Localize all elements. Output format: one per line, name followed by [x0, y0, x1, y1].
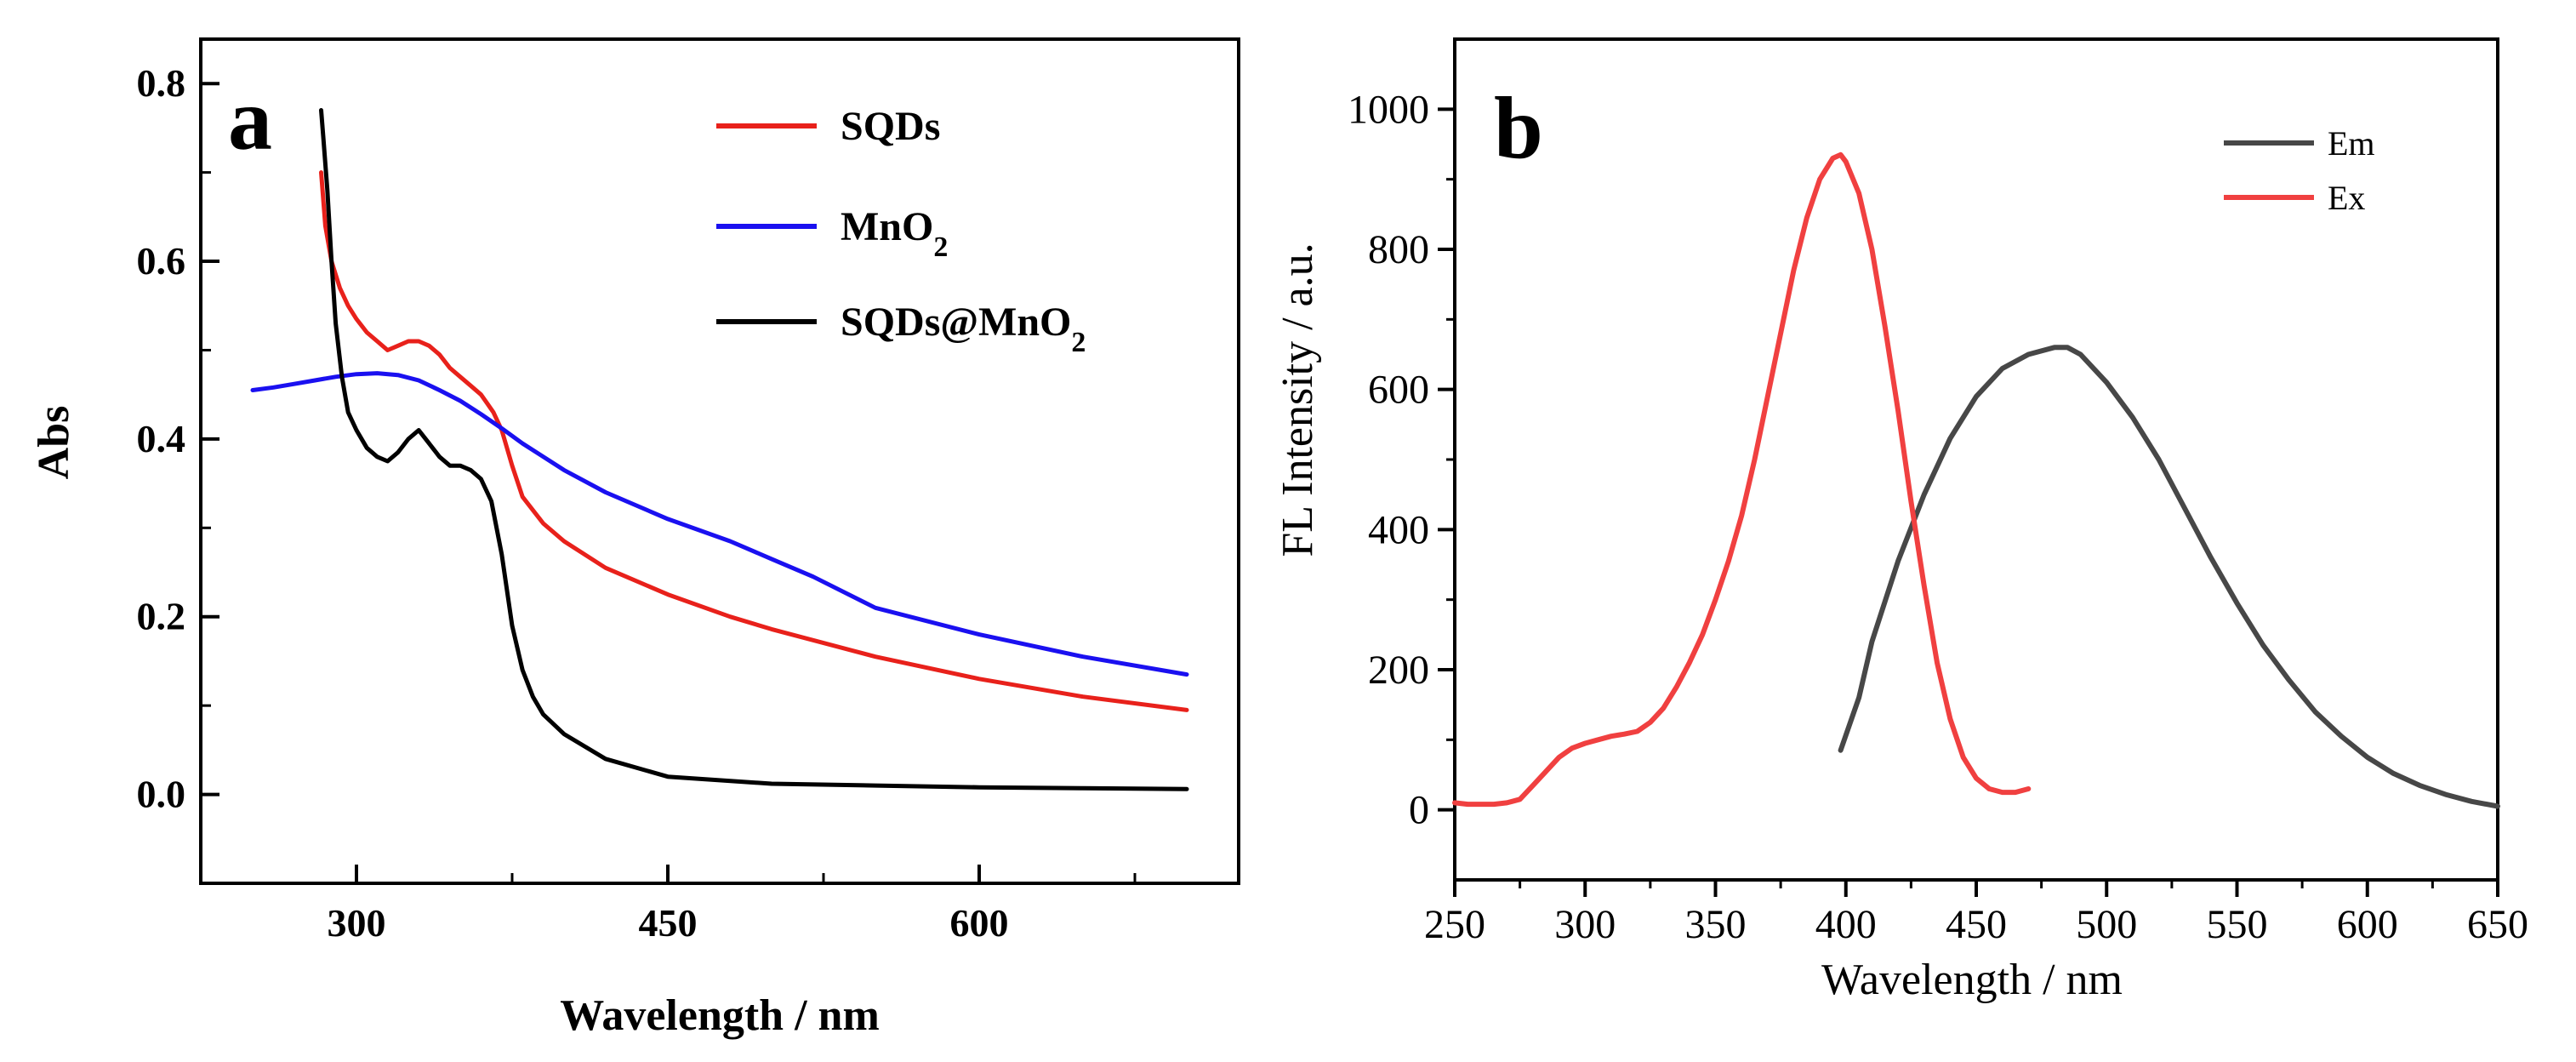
- x-axis-title-b: Wavelength / nm: [1821, 956, 2123, 1004]
- y-tick-label-b: 200: [1368, 648, 1429, 693]
- series-group-a: [250, 108, 1189, 791]
- plot-frame-a: [199, 37, 1240, 885]
- series-line-b: [1838, 345, 2500, 809]
- x-tick-label-b: 450: [1946, 902, 2007, 947]
- y-tick-label-a: 0.2: [137, 595, 186, 638]
- x-axis-ticks-a: 300 450 600: [199, 865, 1137, 945]
- y-tick-label-a: 0.4: [137, 417, 186, 460]
- legend-label-b: Ex: [2328, 179, 2365, 217]
- x-tick-label-a: 300: [328, 901, 386, 945]
- legend-label-a: MnO2: [841, 204, 948, 263]
- x-tick-label-b: 650: [2467, 902, 2528, 947]
- x-tick-label-b: 550: [2207, 902, 2268, 947]
- series-line-b: [1452, 151, 2032, 808]
- y-tick-label-b: 0: [1409, 788, 1429, 833]
- x-tick-label-b: 300: [1554, 902, 1616, 947]
- y-tick-label-b: 1000: [1348, 87, 1429, 132]
- series-line-a: [250, 371, 1189, 677]
- x-tick-label-b: 250: [1424, 902, 1485, 947]
- x-tick-label-b: 500: [2076, 902, 2137, 947]
- y-tick-label-a: 0.0: [137, 773, 186, 816]
- y-tick-label-b: 600: [1368, 368, 1429, 413]
- y-axis-ticks-a: 0.0 0.2 0.4 0.6 0.8: [137, 61, 219, 885]
- y-tick-label-a: 0.8: [137, 61, 186, 105]
- x-tick-label-b: 400: [1815, 902, 1877, 947]
- y-tick-label-a: 0.6: [137, 239, 186, 283]
- x-tick-label-a: 600: [950, 901, 1009, 945]
- panel-a: 0.0 0.2 0.4 0.6 0.8 300 450 600 a Wavelength /…: [30, 37, 1240, 1040]
- x-tick-label-a: 450: [639, 901, 698, 945]
- panel-b: 0 200 400 600 800 1000 250 300 350 400 450 500 550 6…: [1274, 37, 2528, 1004]
- series-line-a: [319, 108, 1189, 791]
- legend-b: Em Ex: [2224, 124, 2375, 217]
- series-group-b: [1452, 151, 2500, 809]
- panel-label-a: a: [228, 71, 272, 168]
- panel-label-b: b: [1494, 79, 1543, 177]
- x-tick-label-b: 600: [2337, 902, 2398, 947]
- y-axis-title-a: Abs: [30, 406, 78, 480]
- series-line-a: [319, 170, 1189, 712]
- x-tick-label-b: 350: [1685, 902, 1747, 947]
- legend-label-b: Em: [2328, 124, 2375, 163]
- legend-label-a: SQDs@MnO2: [841, 300, 1086, 358]
- y-tick-label-b: 400: [1368, 507, 1429, 552]
- y-axis-title-b: FL Intensity / a.u.: [1274, 243, 1322, 557]
- x-axis-title-a: Wavelength / nm: [560, 991, 880, 1040]
- legend-label-a: SQDs: [841, 104, 940, 149]
- x-axis-ticks-b: 250 300 350 400 450 500 550 600 650: [1424, 880, 2528, 947]
- plot-frame-b: [1453, 37, 2499, 882]
- legend-a: SQDs MnO2 SQDs@MnO2: [716, 104, 1086, 358]
- y-tick-label-b: 800: [1368, 227, 1429, 272]
- y-axis-ticks-b: 0 200 400 600 800 1000: [1348, 87, 1455, 833]
